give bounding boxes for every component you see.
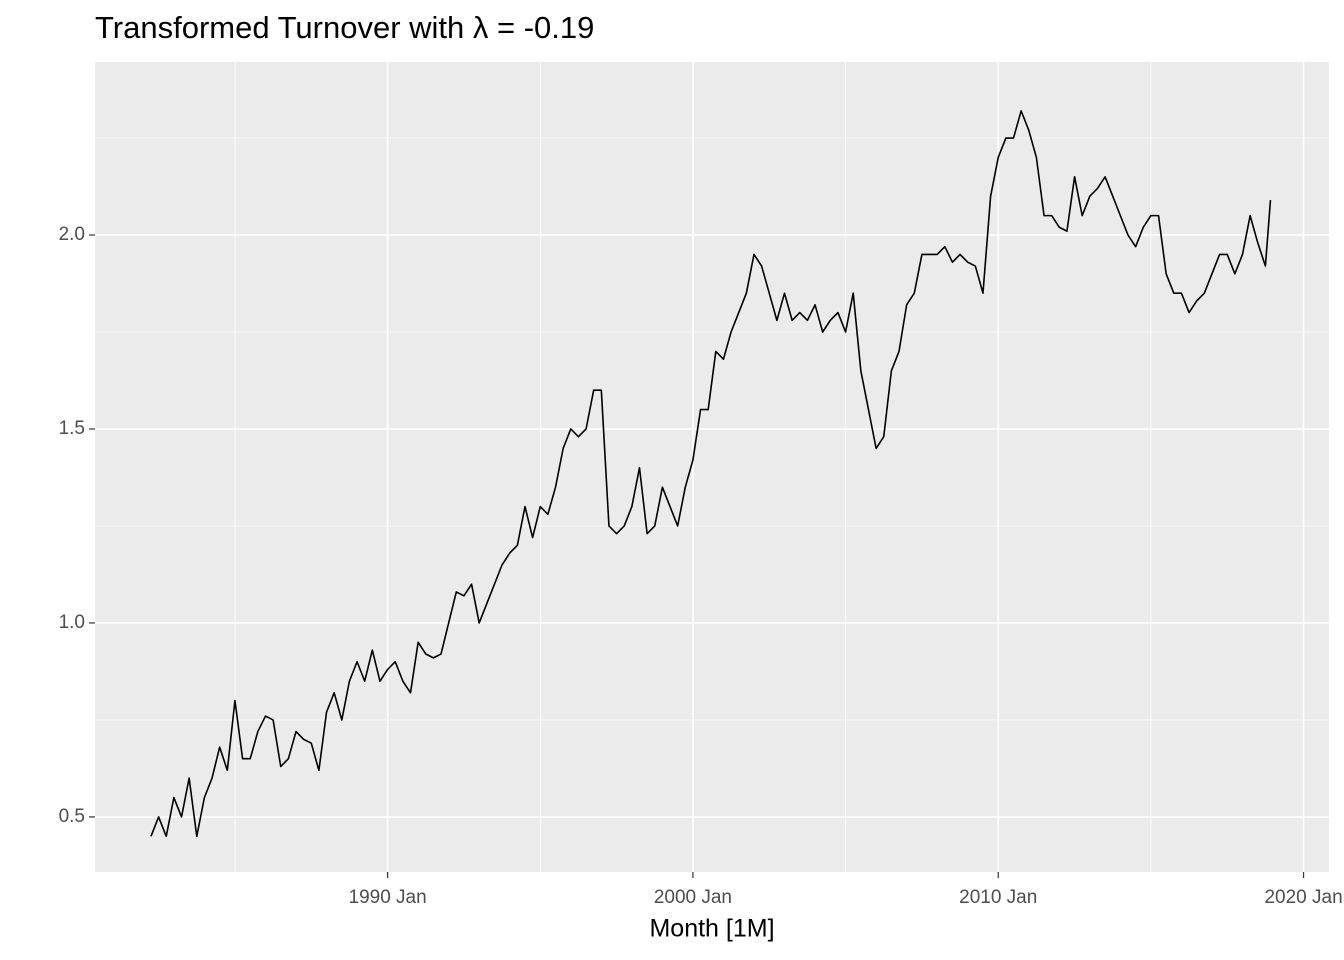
- panel: [95, 62, 1329, 872]
- line: [150, 110, 1272, 838]
- y-tick-label: 1.0: [59, 612, 85, 633]
- grid: [95, 62, 1329, 872]
- chart-title: Transformed Turnover with λ = -0.19: [95, 10, 594, 45]
- x-axis-title: Month [1M]: [649, 915, 774, 943]
- marks: [150, 110, 1272, 838]
- x-tick-label: 2020 Jan: [1264, 887, 1342, 908]
- y-tick-label: 1.5: [59, 418, 85, 439]
- y-tick-label: 2.0: [59, 224, 85, 245]
- x-tick-label: 1990 Jan: [349, 887, 427, 908]
- x-tick-label: 2000 Jan: [654, 887, 732, 908]
- x-tick-label: 2010 Jan: [959, 887, 1037, 908]
- y-tick-label: 0.5: [59, 806, 85, 827]
